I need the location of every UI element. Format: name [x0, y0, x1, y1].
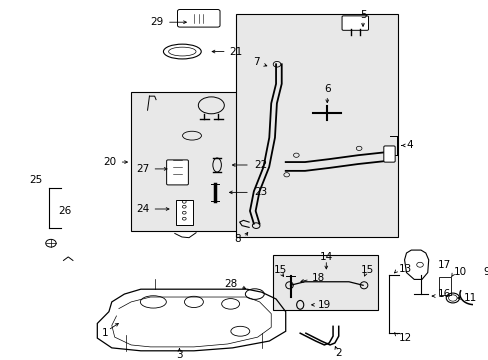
Text: 2: 2 — [335, 348, 342, 358]
FancyBboxPatch shape — [177, 9, 220, 27]
FancyBboxPatch shape — [341, 16, 368, 30]
Bar — [175, 201, 192, 225]
Text: 9: 9 — [483, 267, 488, 276]
Text: 17: 17 — [436, 260, 450, 270]
Text: 27: 27 — [136, 164, 149, 174]
Text: 29: 29 — [149, 17, 163, 27]
Text: 28: 28 — [224, 279, 237, 289]
Text: 15: 15 — [361, 265, 374, 275]
Text: 21: 21 — [229, 46, 243, 57]
Text: 23: 23 — [253, 187, 266, 197]
Text: 12: 12 — [398, 333, 411, 343]
Text: 16: 16 — [436, 289, 450, 299]
Bar — [273, 255, 378, 310]
Text: 22: 22 — [253, 160, 266, 170]
Text: 18: 18 — [311, 274, 325, 283]
Text: 1: 1 — [102, 328, 108, 338]
Text: 3: 3 — [176, 350, 183, 360]
Text: 14: 14 — [319, 252, 332, 262]
Bar — [131, 92, 271, 231]
Text: 11: 11 — [463, 293, 476, 303]
Text: 13: 13 — [398, 264, 411, 274]
Text: 26: 26 — [59, 206, 72, 216]
Text: 6: 6 — [323, 84, 330, 94]
Text: 4: 4 — [406, 140, 412, 150]
Text: 10: 10 — [453, 267, 466, 276]
Text: 24: 24 — [136, 204, 149, 214]
Text: 8: 8 — [234, 234, 241, 244]
Text: 19: 19 — [317, 300, 330, 310]
Text: 15: 15 — [274, 265, 287, 275]
Bar — [439, 277, 450, 295]
Text: 5: 5 — [359, 10, 366, 21]
FancyBboxPatch shape — [383, 146, 394, 162]
Text: 25: 25 — [29, 175, 42, 185]
Text: 7: 7 — [252, 57, 259, 67]
Text: 20: 20 — [103, 157, 117, 167]
FancyBboxPatch shape — [166, 160, 188, 185]
Bar — [236, 14, 397, 237]
